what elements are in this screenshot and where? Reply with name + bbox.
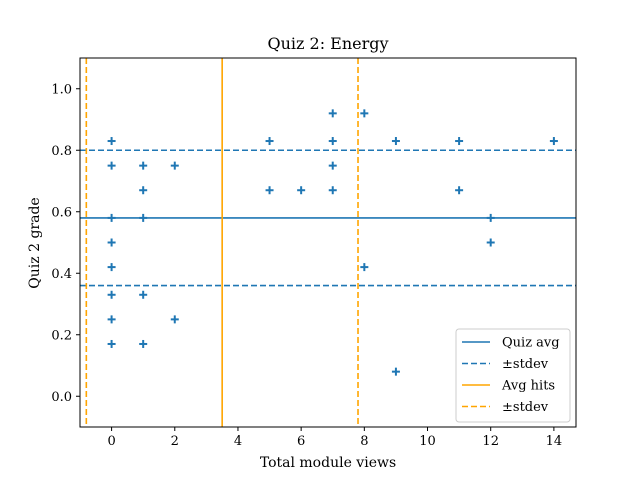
data-point-27 xyxy=(455,186,464,195)
plot-area: 0 2 4 6 8 10 12 14 0.0 0.2 0.4 0.6 0.8 1.0 xyxy=(51,57,577,449)
legend-label-3: ±stdev xyxy=(502,400,549,415)
legend-box xyxy=(455,328,571,423)
data-point-26 xyxy=(455,137,464,146)
data-point-18 xyxy=(328,109,337,118)
data-point-29 xyxy=(486,238,495,247)
data-point-21 xyxy=(328,186,337,195)
data-point-30 xyxy=(549,137,558,146)
x-tick-label-5: 10 xyxy=(419,434,436,449)
data-point-4 xyxy=(107,263,116,272)
chart-title: Quiz 2: Energy xyxy=(267,34,388,53)
x-tick-label-7: 14 xyxy=(546,434,563,449)
y-tick-label-3: 0.6 xyxy=(51,205,72,220)
data-point-12 xyxy=(139,339,148,348)
data-point-2 xyxy=(107,213,116,222)
legend-label-1: ±stdev xyxy=(502,357,549,372)
data-point-3 xyxy=(107,238,116,247)
data-point-25 xyxy=(391,367,400,376)
y-tick-label-1: 0.2 xyxy=(51,328,72,343)
x-tick-label-2: 4 xyxy=(234,434,242,449)
data-point-8 xyxy=(139,161,148,170)
data-point-24 xyxy=(391,137,400,146)
y-tick-label-0: 0.0 xyxy=(51,390,72,405)
x-tick-label-1: 2 xyxy=(171,434,179,449)
data-point-28 xyxy=(486,213,495,222)
data-point-1 xyxy=(107,161,116,170)
x-tick-label-4: 8 xyxy=(360,434,368,449)
y-tick-label-2: 0.4 xyxy=(51,267,72,282)
axes-frame xyxy=(79,57,577,428)
y-axis-label: Quiz 2 grade xyxy=(27,197,43,288)
x-tick-label-6: 12 xyxy=(482,434,499,449)
y-tick-label-5: 1.0 xyxy=(51,82,72,97)
x-tick-label-3: 6 xyxy=(297,434,305,449)
data-point-6 xyxy=(107,315,116,324)
data-point-9 xyxy=(139,186,148,195)
data-point-16 xyxy=(265,186,274,195)
data-point-13 xyxy=(170,161,179,170)
x-axis-label: Total module views xyxy=(260,455,396,471)
data-point-15 xyxy=(265,137,274,146)
data-point-22 xyxy=(360,109,369,118)
y-tick-label-4: 0.8 xyxy=(51,144,72,159)
data-point-20 xyxy=(328,161,337,170)
x-tick-label-0: 0 xyxy=(107,434,115,449)
data-point-0 xyxy=(107,137,116,146)
data-point-11 xyxy=(139,290,148,299)
data-point-7 xyxy=(107,339,116,348)
data-point-5 xyxy=(107,290,116,299)
data-point-10 xyxy=(139,213,148,222)
data-point-14 xyxy=(170,315,179,324)
legend-label-2: Avg hits xyxy=(501,379,555,394)
legend-label-0: Quiz avg xyxy=(502,336,560,351)
data-point-23 xyxy=(360,263,369,272)
data-point-17 xyxy=(297,186,306,195)
legend: Quiz avg ±stdev Avg hits ±stdev xyxy=(455,328,571,423)
data-point-19 xyxy=(328,137,337,146)
